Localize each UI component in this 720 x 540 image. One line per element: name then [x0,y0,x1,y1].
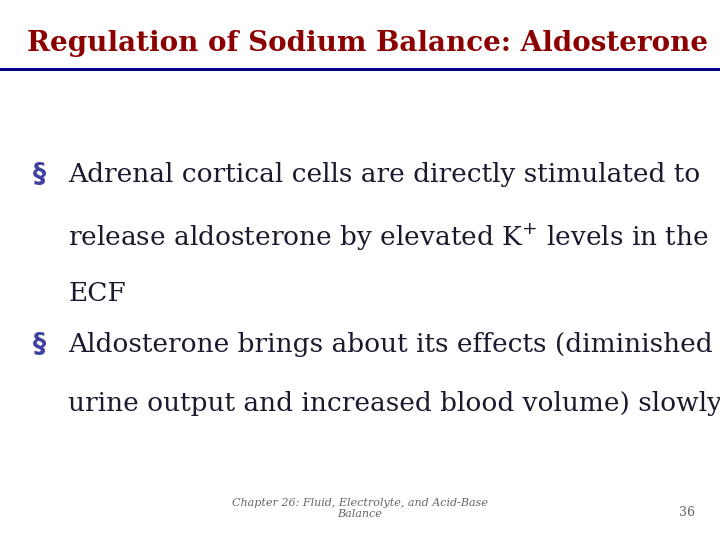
Text: §: § [32,332,45,358]
Text: Adrenal cortical cells are directly stimulated to: Adrenal cortical cells are directly stim… [68,162,701,187]
Text: urine output and increased blood volume) slowly: urine output and increased blood volume)… [68,392,720,416]
Text: Regulation of Sodium Balance: Aldosterone: Regulation of Sodium Balance: Aldosteron… [27,30,708,57]
Text: ECF: ECF [68,281,126,306]
Text: 36: 36 [679,507,695,519]
Text: Aldosterone brings about its effects (diminished: Aldosterone brings about its effects (di… [68,332,713,357]
Text: release aldosterone by elevated K$^{+}$ levels in the: release aldosterone by elevated K$^{+}$ … [68,221,709,253]
Text: Chapter 26: Fluid, Electrolyte, and Acid-Base
Balance: Chapter 26: Fluid, Electrolyte, and Acid… [232,498,488,519]
Text: §: § [32,162,45,188]
